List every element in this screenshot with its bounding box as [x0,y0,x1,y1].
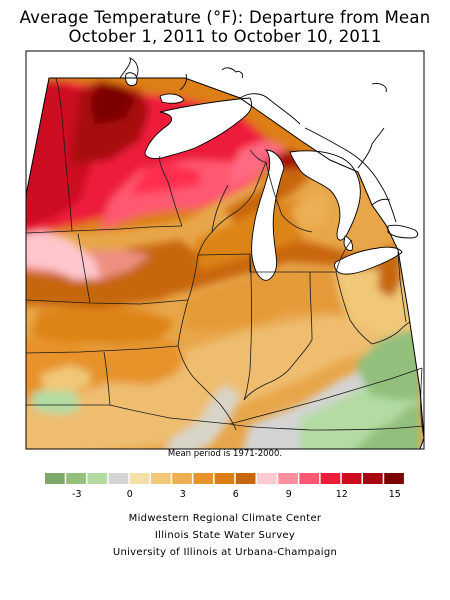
legend-swatch [45,473,65,484]
credit-line-3: University of Illinois at Urbana-Champai… [112,547,338,558]
legend-swatch [384,473,404,484]
title-line-1: Average Temperature (°F): Departure from… [19,8,431,27]
credit-line-2: Illinois State Water Survey [154,530,296,541]
legend-swatch [278,473,298,484]
legend-tick-label: 15 [389,489,401,500]
legend-swatch [151,473,171,484]
legend-swatch [320,473,341,484]
map-title: Average Temperature (°F): Departure from… [0,8,450,46]
lake-erie [334,246,403,275]
legend-swatch [87,473,108,484]
legend-tick-label: 6 [233,489,239,500]
lake-nipigon-fragment [125,72,138,86]
color-legend: -3 0 3 6 9 12 15 [45,473,404,500]
lake-of-the-woods [159,93,185,104]
lake-superior [144,97,253,159]
legend-swatch [66,473,86,484]
legend-swatch [299,473,320,484]
legend-swatch [235,473,256,484]
lake-michigan [251,149,285,281]
legend-swatch [193,473,214,484]
mean-period-note: Mean period is 1971-2000. [167,449,283,459]
legend-tick-labels: -3 0 3 6 9 12 15 [72,489,401,500]
credits: Midwestern Regional Climate Center Illin… [0,510,450,561]
canada-outlines [119,57,397,223]
legend-tick-label: 0 [127,489,133,500]
credit-line-1: Midwestern Regional Climate Center [128,513,322,524]
legend-swatch [257,473,277,484]
title-line-2: October 1, 2011 to October 10, 2011 [68,27,382,46]
legend-swatch [341,473,362,484]
legend-tick-label: 3 [180,489,186,500]
legend-swatch [129,473,150,484]
legend-swatch [108,473,129,484]
legend-swatch [214,473,235,484]
legend-tick-label: -3 [72,489,81,500]
legend-swatch [363,473,383,484]
lake-huron [289,150,361,241]
legend-swatch [172,473,192,484]
lake-ontario [387,224,419,239]
legend-tick-label: 9 [286,489,292,500]
legend-swatches [45,473,404,484]
lake-st-clair [343,235,353,251]
domain-boundary [25,77,425,450]
legend-tick-label: 12 [336,489,348,500]
great-lakes [125,72,419,281]
